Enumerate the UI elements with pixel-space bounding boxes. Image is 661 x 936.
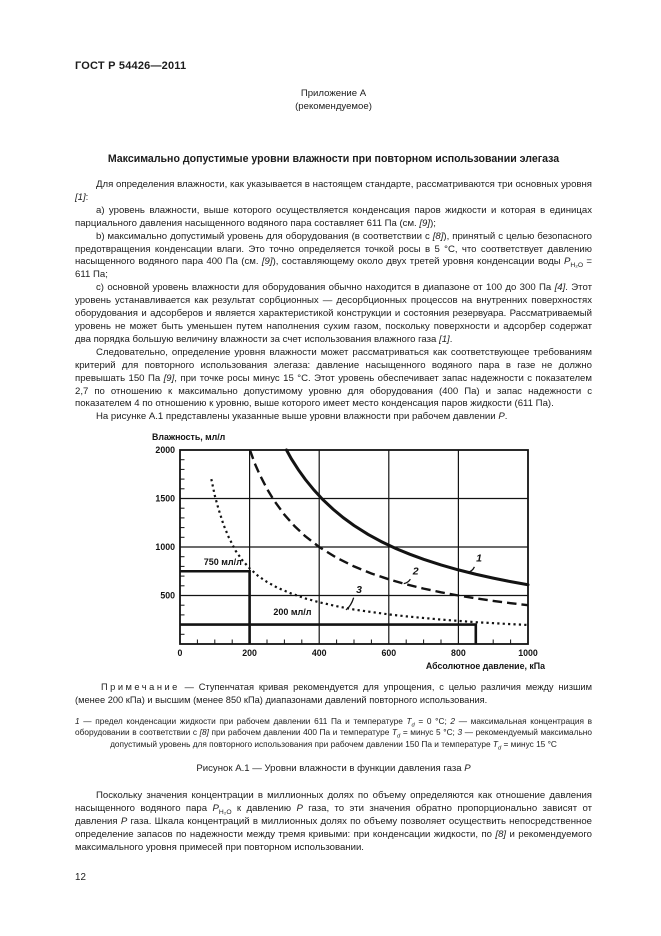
y-tick-label: 500 [160,591,175,601]
appendix-heading: Приложение А (рекомендуемое) [75,87,592,113]
page-title: Максимально допустимые уровни влажности … [107,153,560,165]
closing-paragraph: Поскольку значения концентрации в миллио… [75,790,592,854]
x-tick-label: 1000 [518,648,538,658]
step-label: 750 мл/л [204,557,242,567]
step-label: 200 мл/л [273,607,311,617]
appendix-kind: (рекомендуемое) [295,101,372,112]
body-text: Для определения влажности, как указывает… [75,179,592,424]
humidity-chart: 750 мл/л 200 мл/л 1 2 3 0 200 400 600 800 1000 500 1… [152,432,545,671]
curve-3 [210,479,529,627]
list-item-b: b) максимально допустимый уровень для об… [75,230,592,281]
figure-note: Примечание — Ступенчатая кривая рекоменд… [75,682,592,705]
list-item-c: c) основной уровень влажности для оборуд… [75,282,592,345]
humidity-figure: 750 мл/л 200 мл/л 1 2 3 0 200 400 600 800 1000 500 1… [148,428,568,674]
page-number: 12 [75,872,86,884]
curve-label-leader [345,597,355,611]
plot-frame [179,449,529,646]
curve-1 [284,448,530,587]
y-tick-label: 2000 [155,445,175,455]
x-tick-label: 200 [242,648,257,658]
step-curve [180,623,478,645]
appendix-label: Приложение А [300,88,367,99]
x-axis-title: Абсолютное давление, кПа [426,661,545,671]
figure-legend: 1 — предел конденсации жидкости при рабо… [75,715,593,752]
x-tick-label: 0 [178,648,183,658]
curve-label: 2 [412,566,419,578]
y-tick-label: 1000 [155,542,175,552]
curve-label: 3 [356,584,362,596]
x-tick-label: 800 [451,648,466,658]
step-curve [180,570,251,645]
curve-label-leader [466,566,476,574]
paragraph-figure-ref: На рисунке А.1 представлены указанные вы… [96,411,508,423]
figure-caption: Рисунок А.1 — Уровни влажности в функции… [196,763,471,775]
x-tick-label: 400 [312,648,327,658]
curve-2 [248,449,529,607]
plot-area: 750 мл/л 200 мл/л 1 2 3 0 200 400 600 800 1000 500 1… [152,432,545,671]
x-tick-label: 600 [381,648,396,658]
paragraph-intro: Для определения влажности, как указывает… [75,179,592,203]
gost-number: ГОСТ Р 54426—2011 [75,60,187,72]
paragraph-conclusion: Следовательно, определение уровня влажно… [75,346,592,410]
curve-label: 1 [476,553,482,565]
list-item-a: a) уровень влажности, выше которого осущ… [75,204,592,229]
y-axis-title: Влажность, мл/л [152,432,225,442]
y-tick-label: 1500 [155,494,175,504]
curve-label-leader [403,579,411,585]
